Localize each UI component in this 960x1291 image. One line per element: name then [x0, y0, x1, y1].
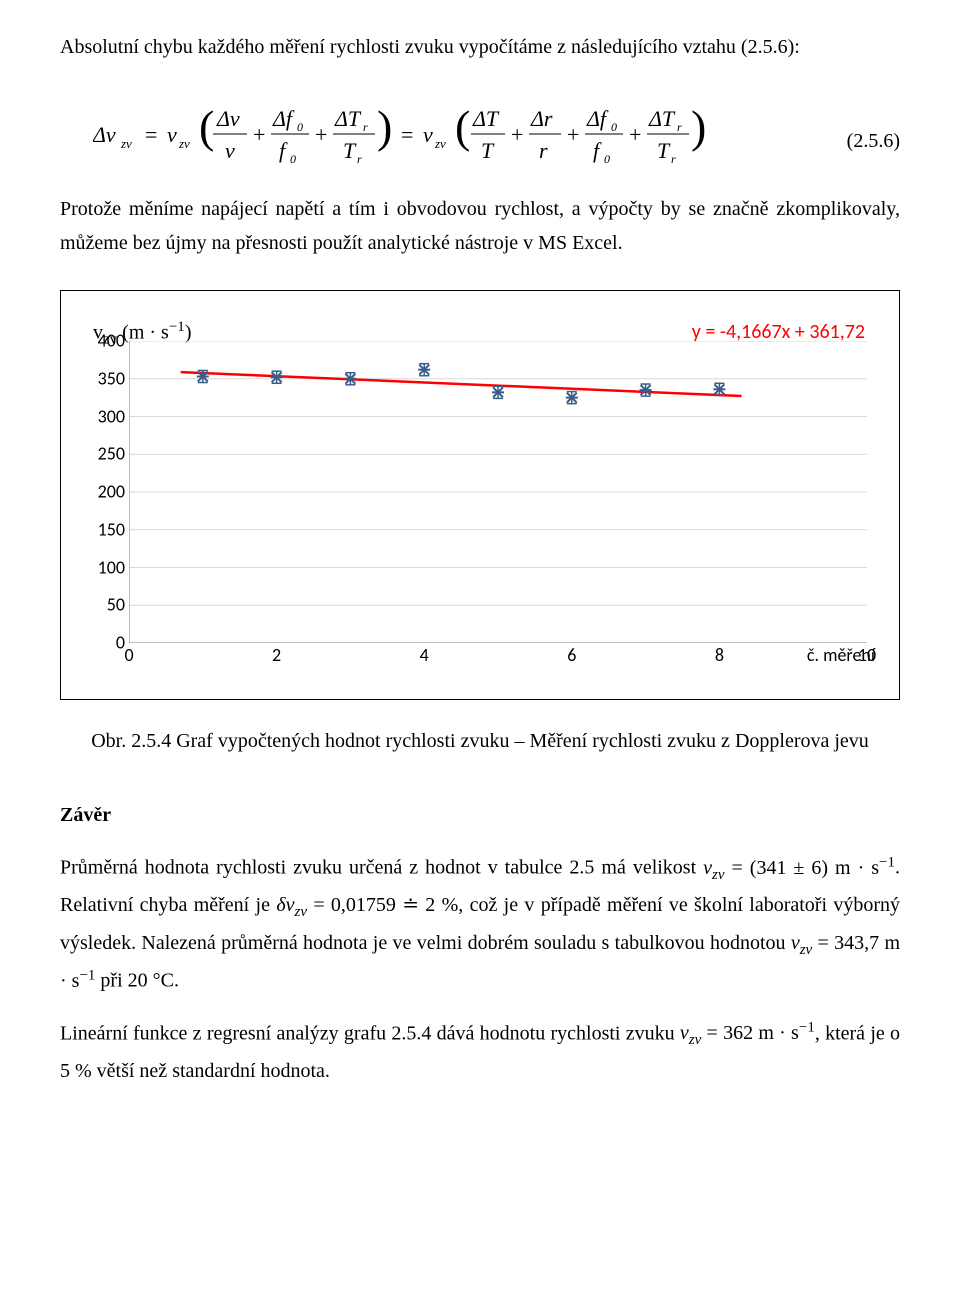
svg-text:r: r — [677, 120, 682, 134]
page: Absolutní chybu každého měření rychlosti… — [0, 0, 960, 1291]
y-tick-label: 0 — [87, 628, 125, 659]
svg-text:T: T — [343, 138, 357, 163]
svg-text:+: + — [253, 122, 265, 147]
svg-text:0: 0 — [297, 120, 303, 134]
svg-text:r: r — [671, 152, 676, 166]
svg-text:v: v — [225, 138, 235, 163]
svg-text:v: v — [167, 122, 177, 147]
y-tick-label: 100 — [87, 552, 125, 583]
svg-text:(: ( — [455, 101, 470, 152]
svg-text:v: v — [423, 122, 433, 147]
svg-text:r: r — [363, 120, 368, 134]
y-tick-label: 150 — [87, 514, 125, 545]
x-tick-label: 0 — [124, 640, 133, 671]
svg-text:zv: zv — [120, 136, 132, 151]
y-tick-label: 250 — [87, 439, 125, 470]
equation-row: (2.5.6) Δv zv = v zv ( Δv v + Δf 0 f — [60, 82, 900, 192]
y-tick-label: 200 — [87, 477, 125, 508]
svg-text:Δv: Δv — [93, 122, 116, 147]
y-tick-label: 400 — [87, 326, 125, 357]
svg-text:ΔT: ΔT — [648, 106, 676, 131]
svg-text:=: = — [145, 122, 157, 147]
svg-text:Δr: Δr — [530, 106, 553, 131]
section-heading: Závěr — [60, 798, 900, 832]
y-tick-label: 50 — [87, 590, 125, 621]
svg-text:(: ( — [199, 101, 214, 152]
svg-text:T: T — [481, 138, 495, 163]
svg-text:): ) — [691, 101, 706, 152]
svg-text:T: T — [657, 138, 671, 163]
svg-text:Δv: Δv — [216, 106, 240, 131]
value-vzv: vzv = (341 ± 6) m · s−1 — [703, 857, 895, 879]
equation-formula: Δv zv = v zv ( Δv v + Δf 0 f 0 + — [93, 82, 813, 192]
y-tick-label: 350 — [87, 363, 125, 394]
svg-text:+: + — [315, 122, 327, 147]
conclusion-p2: Lineární funkce z regresní analýzy grafu… — [60, 1016, 900, 1088]
svg-text:r: r — [539, 138, 548, 163]
svg-text:Δf: Δf — [586, 106, 609, 131]
chart: vzv (m · s−1) y = -4,1667x + 361,72 0501… — [85, 309, 875, 689]
text: při 20 °C. — [95, 970, 179, 992]
svg-text:ΔT: ΔT — [334, 106, 362, 131]
value-delta: δvzv = 0,01759 ≐ 2 % — [276, 894, 458, 916]
value-linreg: vzv = 362 m · s−1 — [680, 1022, 815, 1044]
svg-text:0: 0 — [290, 152, 296, 166]
svg-text:zv: zv — [434, 136, 446, 151]
y-tick-label: 300 — [87, 401, 125, 432]
svg-text:): ) — [377, 101, 392, 152]
svg-text:f: f — [279, 138, 288, 163]
svg-text:f: f — [593, 138, 602, 163]
svg-text:Δf: Δf — [272, 106, 295, 131]
equation-number: (2.5.6) — [847, 124, 900, 158]
svg-text:r: r — [357, 152, 362, 166]
svg-text:0: 0 — [611, 120, 617, 134]
x-axis-title: č. měření — [807, 640, 875, 671]
svg-text:0: 0 — [604, 152, 610, 166]
intro-paragraph: Absolutní chybu každého měření rychlosti… — [60, 30, 900, 64]
svg-text:+: + — [629, 122, 641, 147]
chart-container: vzv (m · s−1) y = -4,1667x + 361,72 0501… — [60, 290, 900, 700]
plot-area — [129, 341, 867, 643]
x-tick-label: 2 — [272, 640, 281, 671]
x-tick-label: 6 — [567, 640, 576, 671]
svg-text:zv: zv — [178, 136, 190, 151]
svg-text:=: = — [401, 122, 413, 147]
svg-text:+: + — [567, 122, 579, 147]
text: Lineární funkce z regresní analýzy grafu… — [60, 1022, 680, 1044]
svg-text:ΔT: ΔT — [472, 106, 500, 131]
figure-caption: Obr. 2.5.4 Graf vypočtených hodnot rychl… — [60, 724, 900, 758]
x-tick-label: 8 — [715, 640, 724, 671]
x-tick-label: 4 — [420, 640, 429, 671]
paragraph-2: Protože měníme napájecí napětí a tím i o… — [60, 192, 900, 260]
svg-text:+: + — [511, 122, 523, 147]
conclusion-p1: Průměrná hodnota rychlosti zvuku určená … — [60, 850, 900, 998]
text: Průměrná hodnota rychlosti zvuku určená … — [60, 857, 703, 879]
